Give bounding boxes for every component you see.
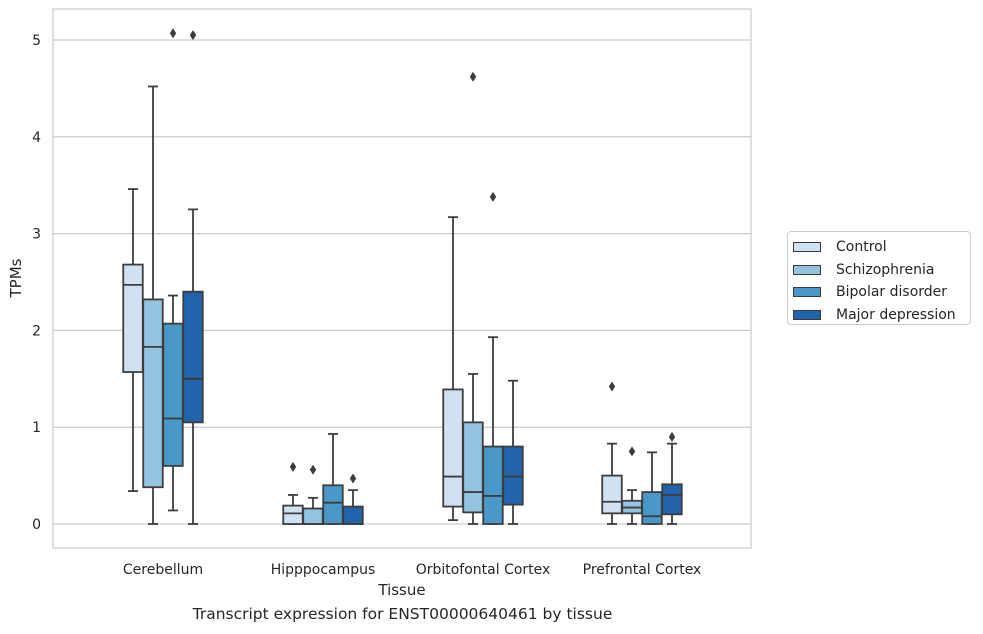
legend-label: Major depression	[836, 306, 956, 323]
box-body	[601, 474, 623, 515]
x-tick-label: Hipppocampus	[271, 562, 376, 578]
box-body	[442, 388, 464, 508]
legend-swatch	[793, 242, 821, 253]
y-tick-labels: 0 1 2 3 4 5	[32, 33, 41, 533]
legend: Control Schizophrenia Bipolar disorder Majo…	[787, 231, 971, 325]
outlier-point	[189, 30, 197, 41]
x-axis-label: Tissue	[377, 581, 425, 599]
box-body	[162, 322, 184, 467]
outlier-point	[628, 446, 636, 457]
legend-swatch	[793, 287, 821, 298]
outlier-point	[309, 464, 317, 475]
legend-label: Control	[836, 239, 887, 256]
box-layer	[122, 28, 683, 525]
chart-caption: Transcript expression for ENST0000064046…	[192, 605, 613, 623]
x-tick-label: Cerebellum	[123, 562, 203, 578]
box-bipolar-disorder	[641, 451, 663, 525]
box-body	[282, 504, 304, 525]
legend-item: Major depression	[793, 304, 970, 327]
box-major-depression	[661, 431, 683, 525]
legend-label: Schizophrenia	[836, 261, 935, 278]
box-body	[342, 505, 364, 525]
box-schizophrenia	[302, 464, 324, 525]
y-tick-label: 3	[32, 227, 41, 243]
plot-frame	[52, 8, 752, 549]
box-schizophrenia	[142, 85, 164, 525]
legend-label: Bipolar disorder	[836, 284, 948, 301]
box-body	[661, 483, 683, 516]
x-tick-labels: Cerebellum Hipppocampus Orbitofontal Corte…	[123, 562, 701, 578]
box-body	[182, 290, 204, 424]
outlier-point	[349, 473, 357, 484]
box-body	[122, 263, 144, 373]
legend-item: Schizophrenia	[793, 259, 970, 282]
box-major-depression	[502, 379, 524, 525]
box-body	[322, 484, 344, 525]
outlier-point	[169, 28, 177, 39]
box-body	[302, 507, 324, 525]
box-body	[641, 491, 663, 525]
legend-item: Control	[793, 236, 970, 259]
y-axis-label: TPMs	[7, 258, 25, 298]
outlier-point	[489, 191, 497, 202]
box-bipolar-disorder	[162, 28, 184, 512]
outlier-point	[469, 71, 477, 82]
box-major-depression	[182, 30, 204, 525]
outlier-point	[289, 461, 297, 472]
box-control	[442, 216, 464, 522]
box-control	[282, 461, 304, 525]
box-control	[601, 381, 623, 525]
y-tick-label: 1	[32, 420, 41, 436]
y-tick-label: 4	[32, 130, 41, 146]
outlier-point	[608, 381, 616, 392]
outlier-point	[668, 431, 676, 442]
box-major-depression	[342, 473, 364, 525]
y-tick-label: 0	[32, 517, 41, 533]
y-tick-label: 2	[32, 323, 41, 339]
box-control	[122, 188, 144, 492]
box-body	[482, 445, 504, 525]
box-body	[142, 298, 164, 489]
legend-item: Bipolar disorder	[793, 281, 970, 304]
x-tick-label: Prefrontal Cortex	[583, 562, 702, 578]
box-schizophrenia	[462, 71, 484, 525]
box-bipolar-disorder	[322, 433, 344, 525]
legend-swatch	[793, 264, 821, 275]
box-schizophrenia	[621, 446, 643, 525]
y-tick-label: 5	[32, 33, 41, 49]
box-body	[462, 421, 484, 514]
x-tick-label: Orbitofontal Cortex	[416, 562, 551, 578]
box-body	[502, 445, 524, 506]
legend-swatch	[793, 309, 821, 320]
box-bipolar-disorder	[482, 191, 504, 525]
